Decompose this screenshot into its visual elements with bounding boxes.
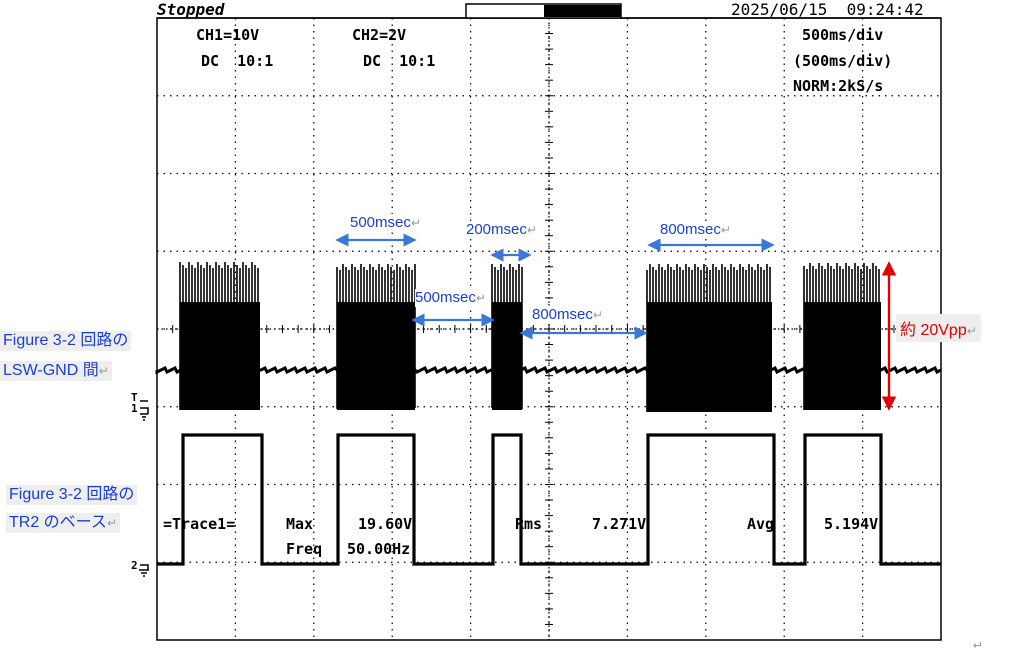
paragraph-return-mark: ↵ — [973, 636, 982, 652]
lsw-annotation-text: LSW-GND 間 — [3, 362, 99, 379]
ch1-coupling: DC 10:1 — [201, 52, 274, 70]
freq-label: Freq — [286, 540, 323, 558]
sample-mode: NORM:2kS/s — [793, 77, 884, 95]
trigger-marker: T — [131, 391, 138, 404]
acquisition-status: Stopped — [157, 0, 225, 19]
rms-label: Rms — [515, 515, 543, 533]
date-time: 2025/06/15 09:24:42 — [731, 0, 924, 19]
lsw-annotation-line2: LSW-GND 間↵ — [0, 361, 112, 381]
trace-label: =Trace1= — [163, 515, 236, 533]
ch2-coupling: DC 10:1 — [363, 52, 436, 70]
vpp-annotation: 約 20Vpp↵ — [896, 314, 981, 342]
duration-label-gap1: 500msec↵ — [415, 289, 486, 307]
duration-text: 500msec — [415, 289, 476, 306]
duration-label-burst2: 200msec↵ — [466, 221, 537, 239]
tr2-annotation-line1: Figure 3-2 回路の — [6, 485, 138, 505]
waveforms — [155, 262, 942, 566]
return-mark: ↵ — [410, 216, 421, 230]
ch2-pulse-trace — [157, 433, 941, 566]
max-label: Max — [286, 515, 314, 533]
duration-label-burst3: 800msec↵ — [660, 221, 731, 239]
freq-value: 50.00Hz — [347, 540, 411, 558]
return-mark: ↵ — [106, 516, 117, 530]
duration-text: 200msec — [466, 221, 527, 238]
duration-label-gap2: 800msec↵ — [532, 306, 603, 324]
ch1-volts: CH1=10V — [196, 26, 260, 44]
avg-value: 5.194V — [824, 515, 879, 533]
max-value: 19.60V — [358, 515, 413, 533]
duration-text: 500msec — [350, 214, 411, 231]
return-mark: ↵ — [98, 364, 109, 378]
return-mark: ↵ — [966, 324, 977, 338]
ch2-ground-marker: 2 — [131, 559, 138, 572]
ch2-volts: CH2=2V — [352, 26, 407, 44]
duration-text: 800msec — [660, 221, 721, 238]
lsw-annotation-line1: Figure 3-2 回路の — [0, 331, 132, 351]
timebase-div-paren: (500ms/div) — [793, 52, 893, 70]
tr2-annotation-text: TR2 のベース — [9, 514, 107, 531]
duration-text: 800msec — [532, 306, 593, 323]
return-mark: ↵ — [592, 308, 603, 322]
return-mark: ↵ — [475, 291, 486, 305]
return-mark: ↵ — [526, 223, 537, 237]
tr2-annotation-line2: TR2 のベース↵ — [6, 513, 120, 533]
ch1-ground-marker: 1 — [131, 402, 138, 415]
avg-label: Avg — [747, 515, 775, 533]
rms-value: 7.271V — [592, 515, 647, 533]
vpp-text: 約 20Vpp — [900, 322, 967, 339]
return-mark: ↵ — [720, 223, 731, 237]
duration-label-burst1: 500msec↵ — [350, 214, 421, 232]
record-length-fill — [544, 5, 621, 17]
duration-arrows — [335, 233, 897, 411]
timebase-div: 500ms/div — [802, 26, 884, 44]
